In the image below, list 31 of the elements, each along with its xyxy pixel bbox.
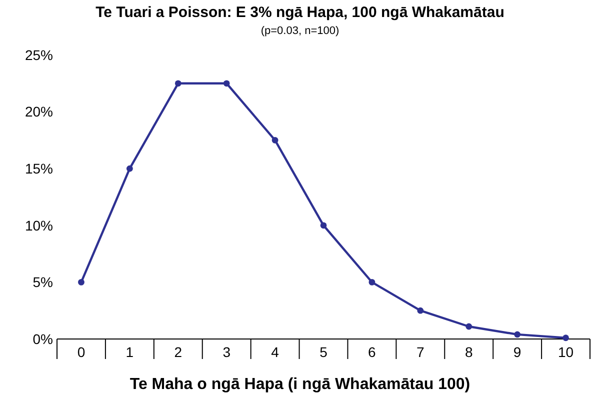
point [562,334,569,342]
x-tick-label: 10 [558,344,574,360]
y-tick-label: 0% [32,330,53,347]
point [320,222,327,229]
x-tick-label: 9 [513,344,522,360]
x-tick-label: 4 [271,344,280,360]
point [417,307,424,314]
x-tick-label: 6 [368,344,376,360]
point [514,331,521,338]
point [174,80,182,87]
point [126,165,133,172]
x-axis-title: Te Maha o ngā Hapa (i ngā Whakamātau 100) [130,376,470,393]
point [272,137,278,144]
x-tick-label: 7 [416,344,425,360]
x-tick-label: 5 [320,344,328,360]
y-tick-label: 20% [24,104,53,120]
x-tick-label: 2 [174,344,182,360]
x-tick-label: 8 [464,344,473,360]
x-tick-label: 1 [126,344,134,360]
point [466,323,472,330]
y-tick-label: 15% [24,160,53,176]
chart-title: Te Tuari a Poisson: E 3% ngā Hapa, 100 ngā Whakamātau [96,4,504,21]
y-tick-label: 5% [32,274,53,290]
x-tick-label: 0 [77,344,86,360]
point [78,279,84,286]
x-tick-label: 3 [222,344,231,360]
y-tick-label: 10% [24,217,53,234]
point [223,80,230,87]
chart-subtitle: (p=0.03, n=100) [260,25,340,37]
point [368,279,376,286]
y-tick-label: 25% [24,46,53,63]
